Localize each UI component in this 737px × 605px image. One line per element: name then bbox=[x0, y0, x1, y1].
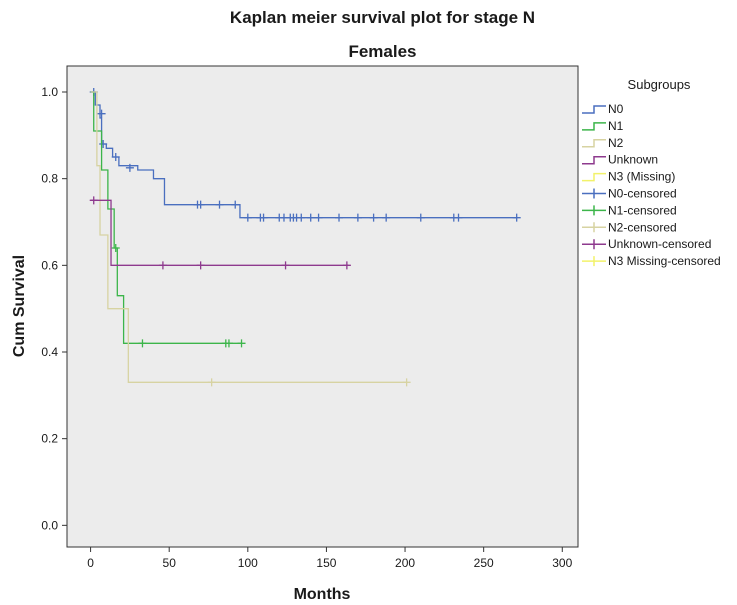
legend-title: Subgroups bbox=[628, 77, 691, 92]
x-tick-label: 100 bbox=[238, 556, 258, 570]
series-layer bbox=[89, 88, 521, 387]
legend-label: Unknown bbox=[608, 153, 658, 167]
censor-mark bbox=[196, 261, 205, 270]
censor-mark bbox=[111, 244, 120, 252]
x-tick-label: 300 bbox=[552, 556, 572, 570]
censor-mark bbox=[512, 213, 521, 222]
legend-label: N2 bbox=[608, 136, 624, 150]
censor-mark bbox=[125, 163, 134, 172]
y-tick-label: 1.0 bbox=[41, 85, 58, 99]
legend-swatch bbox=[582, 172, 606, 182]
x-tick-label: 0 bbox=[87, 556, 94, 570]
legend-label: N1-censored bbox=[608, 203, 677, 217]
legend-swatch bbox=[582, 105, 606, 114]
censor-mark bbox=[314, 213, 323, 222]
censor-mark bbox=[231, 200, 240, 209]
censor-mark bbox=[111, 153, 120, 161]
legend-label: Unknown-censored bbox=[608, 237, 711, 251]
axes: 0 50 100 150 200 250 300 0.0 0.2 0.4 0.6 0.8 1.0 bbox=[41, 85, 572, 570]
series-line-3 bbox=[90, 199, 349, 266]
y-tick-label: 0.4 bbox=[41, 345, 58, 359]
legend-swatch bbox=[582, 222, 606, 233]
legend-label: N1 bbox=[608, 119, 624, 133]
censor-mark bbox=[196, 200, 205, 209]
censor-mark bbox=[224, 339, 233, 348]
legend-label: N0 bbox=[608, 102, 624, 116]
censor-mark bbox=[382, 213, 391, 222]
legend-label: N0-censored bbox=[608, 187, 677, 201]
legend: Subgroups N0 N1 N2 Unknown N3 (Missing) N0-ce… bbox=[582, 77, 721, 268]
censor-mark bbox=[237, 339, 246, 348]
x-tick-label: 150 bbox=[316, 556, 336, 570]
plot-area bbox=[66, 65, 579, 548]
censor-mark bbox=[342, 261, 351, 270]
censor-mark bbox=[335, 213, 344, 222]
legend-label: N3 (Missing) bbox=[608, 170, 675, 184]
censor-mark bbox=[281, 261, 290, 270]
x-tick-label: 250 bbox=[474, 556, 494, 570]
legend-swatch bbox=[582, 139, 606, 148]
legend-label: N3 Missing-censored bbox=[608, 254, 721, 268]
censor-mark bbox=[369, 213, 378, 222]
censor-mark bbox=[297, 213, 306, 222]
censor-mark bbox=[416, 213, 425, 222]
legend-swatch bbox=[582, 256, 606, 267]
censor-mark bbox=[158, 261, 167, 270]
legend-label: N2-censored bbox=[608, 220, 677, 234]
censor-mark bbox=[259, 213, 268, 222]
censor-mark bbox=[138, 339, 147, 348]
legend-swatch bbox=[582, 239, 606, 250]
censor-mark bbox=[97, 109, 106, 118]
series-line-2 bbox=[90, 91, 407, 383]
censor-mark bbox=[215, 200, 224, 209]
y-tick-label: 0.2 bbox=[41, 432, 58, 446]
chart-title: Kaplan meier survival plot for stage N bbox=[229, 8, 536, 27]
x-axis-title: Months bbox=[294, 586, 351, 603]
censor-mark bbox=[402, 378, 411, 387]
legend-swatch bbox=[582, 155, 606, 165]
censor-mark bbox=[243, 213, 252, 222]
censor-mark bbox=[353, 213, 362, 222]
legend-swatch bbox=[582, 188, 606, 199]
y-tick-label: 0.8 bbox=[41, 172, 58, 186]
y-axis-title: Cum Survival bbox=[11, 255, 28, 357]
censor-mark bbox=[454, 213, 463, 222]
chart-subtitle: Females bbox=[348, 42, 417, 61]
legend-swatch bbox=[582, 205, 606, 216]
censor-mark bbox=[207, 378, 216, 387]
censor-mark bbox=[99, 140, 108, 148]
x-tick-label: 50 bbox=[163, 556, 177, 570]
y-tick-label: 0.0 bbox=[41, 518, 58, 532]
x-tick-label: 200 bbox=[395, 556, 415, 570]
censor-mark bbox=[306, 213, 315, 222]
censor-mark bbox=[89, 196, 98, 205]
legend-swatch bbox=[582, 122, 606, 131]
y-tick-label: 0.6 bbox=[41, 258, 58, 272]
